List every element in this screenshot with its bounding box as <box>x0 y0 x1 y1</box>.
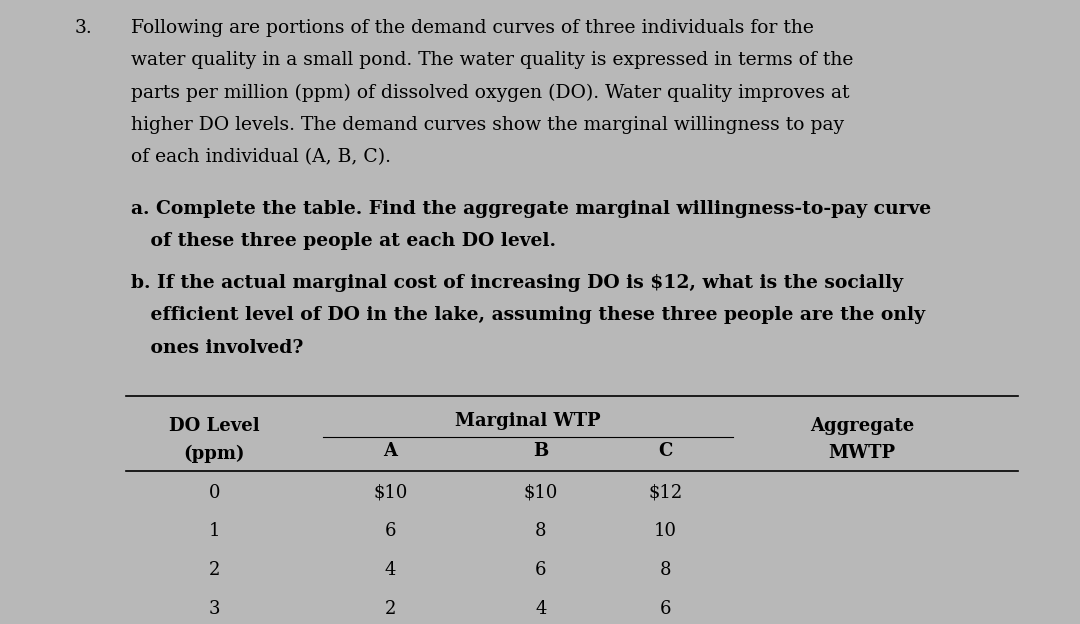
Text: b. If the actual marginal cost of increasing DO is $12, what is the socially: b. If the actual marginal cost of increa… <box>132 274 904 292</box>
Text: 4: 4 <box>536 600 546 618</box>
Text: Following are portions of the demand curves of three individuals for the: Following are portions of the demand cur… <box>132 19 814 37</box>
Text: Marginal WTP: Marginal WTP <box>455 412 600 430</box>
Text: of each individual (A, B, C).: of each individual (A, B, C). <box>132 149 391 167</box>
Text: DO Level: DO Level <box>168 417 259 435</box>
Text: efficient level of DO in the lake, assuming these three people are the only: efficient level of DO in the lake, assum… <box>132 306 926 324</box>
Text: 8: 8 <box>660 561 671 579</box>
Text: $10: $10 <box>374 484 408 502</box>
Text: a. Complete the table. Find the aggregate marginal willingness-to-pay curve: a. Complete the table. Find the aggregat… <box>132 200 931 218</box>
Text: 3: 3 <box>208 600 220 618</box>
Text: $10: $10 <box>524 484 558 502</box>
Text: 4: 4 <box>384 561 396 579</box>
Text: higher DO levels. The demand curves show the marginal willingness to pay: higher DO levels. The demand curves show… <box>132 116 845 134</box>
Text: 2: 2 <box>384 600 396 618</box>
Text: Aggregate: Aggregate <box>810 417 915 435</box>
Text: C: C <box>658 442 673 460</box>
Text: water quality in a small pond. The water quality is expressed in terms of the: water quality in a small pond. The water… <box>132 51 853 69</box>
Text: 0: 0 <box>208 484 220 502</box>
Text: ones involved?: ones involved? <box>132 339 303 357</box>
Text: 6: 6 <box>384 522 396 540</box>
Text: 3.: 3. <box>75 19 92 37</box>
Text: 8: 8 <box>535 522 546 540</box>
Text: 6: 6 <box>535 561 546 579</box>
Text: 1: 1 <box>208 522 220 540</box>
Text: MWTP: MWTP <box>828 444 895 462</box>
Text: 6: 6 <box>660 600 671 618</box>
Text: (ppm): (ppm) <box>184 444 245 462</box>
Text: $12: $12 <box>648 484 683 502</box>
Text: of these three people at each DO level.: of these three people at each DO level. <box>132 232 556 250</box>
Text: B: B <box>534 442 549 460</box>
Text: A: A <box>383 442 397 460</box>
Text: parts per million (ppm) of dissolved oxygen (DO). Water quality improves at: parts per million (ppm) of dissolved oxy… <box>132 84 850 102</box>
Text: 2: 2 <box>208 561 220 579</box>
Text: 10: 10 <box>653 522 677 540</box>
